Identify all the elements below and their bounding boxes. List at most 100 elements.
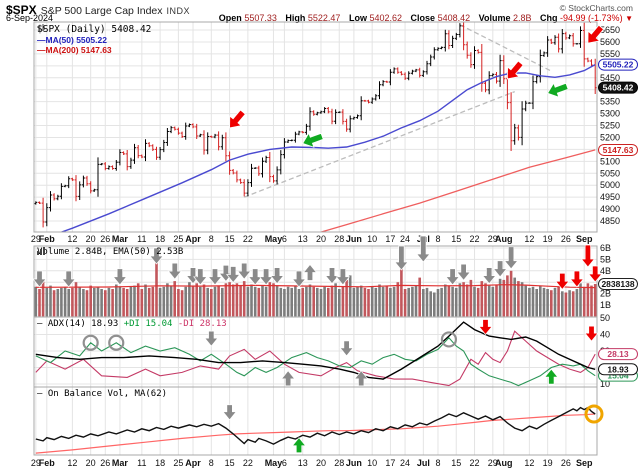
volume-bar <box>283 289 286 317</box>
candle <box>367 99 370 104</box>
volume-bar <box>571 291 575 317</box>
candle <box>74 175 78 202</box>
volume-up-arrow <box>302 263 318 281</box>
price-close-badge: 5408.42 <box>598 81 638 94</box>
gridlines <box>34 22 597 455</box>
x-tick-label: 15 <box>225 234 235 244</box>
x-tick-label: Aug <box>495 234 513 244</box>
adx-highlight-circle <box>108 334 125 351</box>
volume-bar <box>392 286 396 317</box>
candle <box>352 116 356 120</box>
candle <box>315 111 319 116</box>
high-label: High <box>285 13 306 23</box>
candle <box>473 46 476 69</box>
candle <box>45 203 49 227</box>
volume-ema-line <box>35 284 596 289</box>
candle <box>257 165 261 176</box>
volume-bar <box>125 289 129 317</box>
volume-bar <box>111 289 114 317</box>
volume-bar <box>520 282 524 317</box>
x-tick-label: 20 <box>86 458 96 468</box>
candle <box>41 197 45 228</box>
x-tick-label: 17 <box>385 234 395 244</box>
volume-bar <box>506 275 509 317</box>
volume-red-down-arrow <box>580 244 596 268</box>
volume-axis-label: 2B <box>600 289 611 299</box>
candle <box>359 96 363 121</box>
close-label: Close <box>410 13 436 23</box>
candle <box>125 150 129 171</box>
candle <box>264 155 268 163</box>
adx-axis-label: 50 <box>600 313 610 323</box>
x-tick-label: Jun <box>346 234 362 244</box>
volume-bar <box>213 286 217 317</box>
x-tick-label: 22 <box>243 234 253 244</box>
volume-bar <box>67 289 70 317</box>
volume-bar <box>363 287 367 317</box>
volume-bar <box>264 286 268 317</box>
volume-bars <box>34 249 597 317</box>
candle <box>293 131 297 143</box>
volume-bar <box>173 281 176 317</box>
volume-bar <box>147 287 151 317</box>
candle <box>491 73 495 77</box>
candle <box>421 70 425 77</box>
candle <box>133 143 136 164</box>
x-tick-label: Sep <box>576 458 593 468</box>
volume-bar <box>593 284 597 317</box>
volume-bar <box>38 289 41 317</box>
price-axis-label: 5050 <box>600 168 620 178</box>
svg-text:5505.22: 5505.22 <box>603 60 634 70</box>
candle <box>451 35 455 48</box>
candle <box>370 97 374 104</box>
volume-gray-down-arrow <box>394 245 409 271</box>
candle <box>279 150 283 175</box>
volume-label: Volume <box>478 13 511 23</box>
x-tick-label: 22 <box>470 234 480 244</box>
candle <box>162 139 166 153</box>
copyright: © StockCharts.com <box>559 3 633 13</box>
candle <box>34 201 38 205</box>
volume-bar <box>411 286 414 317</box>
candle <box>114 160 118 171</box>
adx-annotation-arrow <box>544 368 559 385</box>
trendline-1 <box>243 90 515 198</box>
volume-bar <box>535 289 538 317</box>
volume-bar <box>553 287 557 317</box>
volume-bar <box>440 287 443 317</box>
chg-value: -94.99 (-1.73%) <box>560 13 623 23</box>
volume-bar <box>524 285 527 317</box>
candle <box>524 100 528 112</box>
volume-gray-down-arrow <box>481 267 497 285</box>
adx-highlight-circle <box>440 331 458 348</box>
volume-gray-down-arrow <box>61 270 76 288</box>
adx-axis-label: 10 <box>600 379 610 389</box>
candle <box>52 193 56 201</box>
candle <box>410 69 414 75</box>
volume-gray-down-arrow <box>225 266 241 284</box>
ma50-line <box>59 63 596 232</box>
volume-gray-down-arrow <box>167 262 183 280</box>
volume-bar <box>473 286 476 317</box>
candle <box>63 184 67 188</box>
candle <box>531 75 535 110</box>
candle <box>407 71 411 81</box>
candle <box>429 54 433 67</box>
volume-bar <box>144 284 147 317</box>
candle <box>198 133 202 137</box>
x-tick-label: 26 <box>561 458 571 468</box>
volume-bar <box>301 287 304 317</box>
volume-bar <box>312 286 315 317</box>
x-tick-label: 6 <box>282 458 287 468</box>
x-tick-label: 10 <box>367 458 377 468</box>
volume-bar <box>224 283 228 317</box>
candle <box>557 33 561 53</box>
volume-bar <box>352 287 356 317</box>
volume-bar <box>422 289 425 317</box>
x-tick-label: Mar <box>112 234 129 244</box>
volume-bar <box>290 287 293 317</box>
volume-bar <box>217 285 220 317</box>
candle <box>250 163 253 187</box>
volume-bar <box>590 285 593 317</box>
